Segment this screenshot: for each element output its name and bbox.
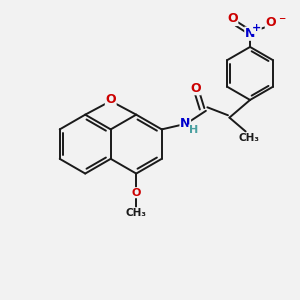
Text: O: O xyxy=(266,16,276,29)
Text: N: N xyxy=(245,27,255,40)
Text: O: O xyxy=(227,13,238,26)
Text: CH₃: CH₃ xyxy=(126,208,147,218)
Text: +: + xyxy=(252,23,261,33)
Text: O: O xyxy=(131,188,141,198)
Text: N: N xyxy=(180,117,190,130)
Text: O: O xyxy=(190,82,201,95)
Text: CH₃: CH₃ xyxy=(238,133,259,143)
Text: ⁻: ⁻ xyxy=(278,14,285,28)
Text: O: O xyxy=(105,93,116,106)
Text: H: H xyxy=(189,125,198,135)
